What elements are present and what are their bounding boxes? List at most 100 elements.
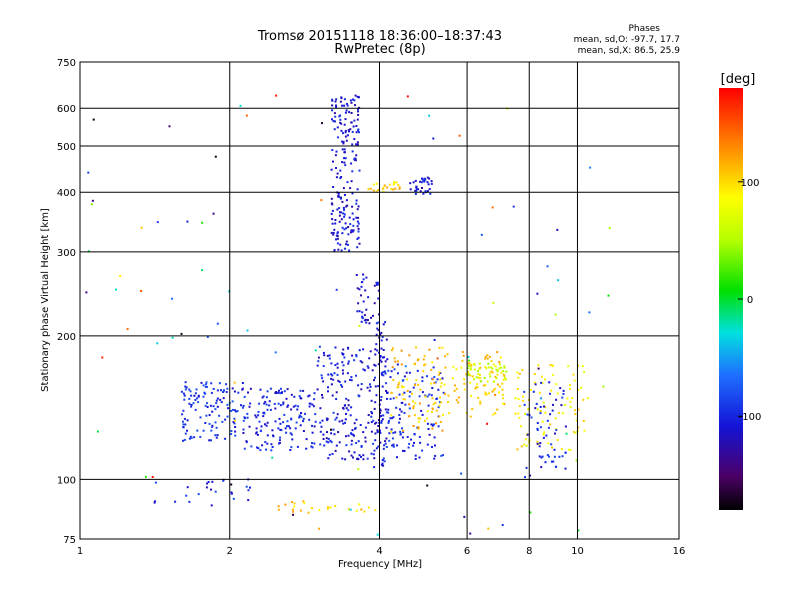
data-point bbox=[377, 445, 380, 448]
data-point bbox=[216, 322, 219, 325]
data-point bbox=[277, 505, 280, 508]
data-point bbox=[224, 418, 227, 421]
data-point bbox=[477, 373, 480, 376]
data-point bbox=[463, 382, 466, 385]
data-point bbox=[371, 412, 373, 415]
data-point bbox=[375, 421, 378, 424]
data-point bbox=[498, 391, 500, 394]
data-point bbox=[277, 427, 280, 430]
data-point bbox=[218, 382, 221, 385]
data-point bbox=[334, 222, 337, 225]
data-point bbox=[311, 442, 313, 444]
data-point bbox=[331, 98, 334, 101]
data-point bbox=[382, 414, 385, 417]
data-point bbox=[282, 421, 285, 424]
grid-lines bbox=[80, 62, 679, 539]
data-point bbox=[334, 505, 337, 507]
data-point bbox=[551, 409, 554, 412]
colorbar-tick-label: -100 bbox=[739, 412, 762, 423]
data-point bbox=[352, 218, 355, 221]
data-point bbox=[310, 507, 313, 509]
data-point bbox=[282, 403, 285, 406]
data-point bbox=[205, 414, 208, 417]
data-point bbox=[496, 369, 499, 372]
data-point bbox=[583, 370, 586, 373]
data-point bbox=[536, 427, 539, 430]
data-point bbox=[469, 532, 472, 535]
data-point bbox=[355, 442, 358, 444]
y-tick-labels: 75 100 200 300 400 500 600 750 bbox=[57, 58, 76, 546]
data-point bbox=[412, 400, 414, 403]
data-point bbox=[412, 407, 415, 410]
data-point bbox=[437, 388, 440, 391]
data-point bbox=[379, 409, 382, 412]
data-point bbox=[341, 385, 344, 388]
data-point bbox=[500, 366, 503, 369]
data-point bbox=[369, 187, 372, 190]
data-point bbox=[461, 359, 464, 362]
data-point bbox=[503, 366, 506, 369]
data-point bbox=[433, 376, 436, 379]
data-point bbox=[242, 428, 245, 431]
data-point bbox=[345, 109, 348, 112]
data-point bbox=[394, 431, 397, 434]
data-point bbox=[380, 347, 383, 350]
data-point bbox=[190, 436, 193, 439]
data-point bbox=[352, 224, 355, 227]
data-point bbox=[430, 382, 433, 385]
data-point bbox=[343, 98, 346, 101]
data-point bbox=[277, 391, 280, 394]
data-point bbox=[247, 489, 250, 492]
data-point bbox=[541, 382, 544, 384]
data-point bbox=[436, 357, 439, 360]
data-point bbox=[316, 388, 319, 391]
data-point bbox=[523, 390, 526, 393]
data-point bbox=[356, 246, 359, 249]
data-point bbox=[339, 121, 342, 124]
data-point bbox=[370, 316, 372, 319]
data-point bbox=[335, 176, 338, 179]
data-point bbox=[294, 404, 297, 407]
data-point bbox=[381, 418, 384, 421]
data-point bbox=[351, 192, 354, 195]
data-point bbox=[362, 458, 365, 461]
data-point bbox=[359, 424, 362, 426]
data-point bbox=[358, 131, 360, 134]
data-point bbox=[336, 126, 339, 129]
data-point bbox=[401, 436, 404, 439]
data-point bbox=[432, 137, 435, 140]
data-point bbox=[408, 354, 411, 357]
data-point bbox=[140, 226, 143, 229]
data-point bbox=[351, 212, 354, 215]
data-point bbox=[516, 448, 519, 451]
data-point bbox=[205, 381, 208, 384]
data-point bbox=[369, 350, 372, 353]
data-point bbox=[400, 410, 403, 413]
data-point bbox=[538, 445, 541, 448]
data-point bbox=[205, 486, 208, 489]
data-point bbox=[406, 436, 409, 438]
data-point bbox=[373, 407, 376, 410]
data-point bbox=[474, 386, 477, 389]
data-point bbox=[231, 408, 234, 411]
data-point bbox=[446, 353, 449, 356]
data-point bbox=[358, 288, 361, 291]
data-point bbox=[357, 440, 360, 443]
data-point bbox=[484, 365, 487, 368]
data-point bbox=[343, 215, 346, 218]
data-point bbox=[361, 317, 364, 320]
data-point bbox=[419, 190, 422, 193]
data-point bbox=[416, 369, 419, 372]
data-point bbox=[190, 405, 193, 408]
data-point bbox=[390, 349, 393, 352]
data-point bbox=[383, 370, 386, 373]
data-point bbox=[431, 424, 434, 427]
data-point bbox=[501, 524, 504, 526]
data-point bbox=[396, 456, 398, 459]
data-point bbox=[516, 371, 519, 374]
data-point bbox=[186, 486, 189, 489]
data-point bbox=[334, 100, 337, 103]
data-point bbox=[193, 436, 196, 439]
data-point bbox=[414, 193, 417, 195]
data-point bbox=[349, 99, 352, 102]
